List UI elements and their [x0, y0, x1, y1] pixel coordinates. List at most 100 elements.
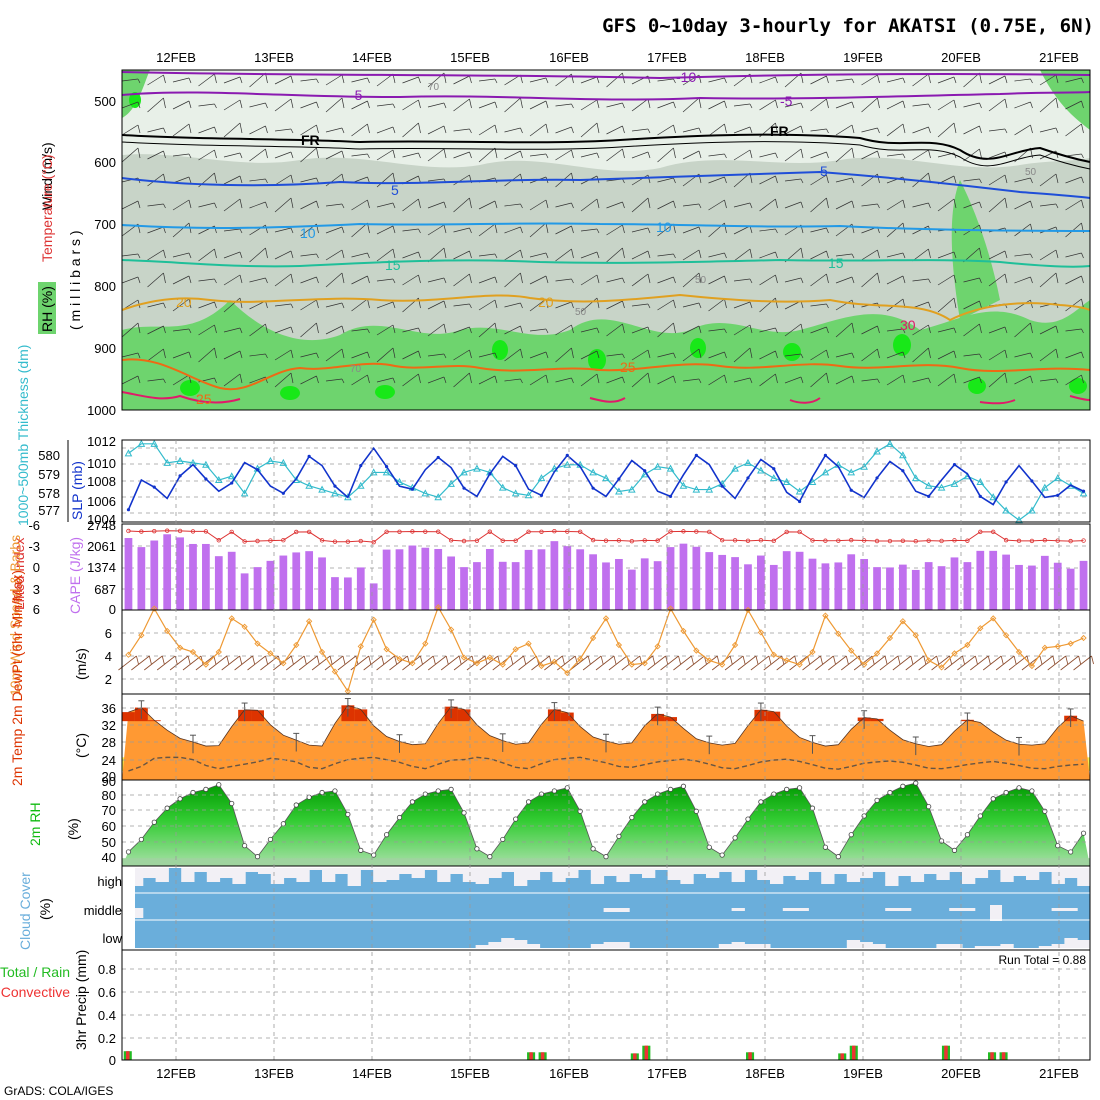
upper-wind-barb [147, 173, 164, 187]
upper-wind-barb-flag [494, 322, 498, 334]
wind-speed-point [460, 654, 468, 661]
cloud-high-gap [821, 868, 835, 884]
thickness-tick: 579 [38, 467, 60, 482]
upper-wind-barb [172, 275, 190, 285]
wind-speed-point [1080, 634, 1087, 642]
cape-bar [1053, 562, 1062, 610]
cape-panel: -6 -3 0 3 6 2748 2061 1374 687 0 Lifted … [11, 518, 1091, 617]
upper-wind-barb-flag [622, 102, 625, 109]
upper-wind-barb-flag [418, 373, 421, 384]
upper-wind-barb-flag [520, 378, 523, 384]
cloud-high-gap [373, 868, 387, 882]
upper-wind-barb [172, 351, 190, 359]
rh-point [938, 838, 945, 844]
upper-wind-barb-flag [851, 276, 855, 284]
lifted-index-point [823, 538, 828, 543]
upper-wind-barb-flag [494, 200, 498, 209]
cape-bar [679, 543, 688, 610]
upper-wind-barb [606, 102, 623, 108]
precip-total-legend: Total / Rain [0, 964, 70, 980]
upper-wind-barb [504, 97, 521, 113]
upper-wind-barb-flag [290, 250, 294, 259]
lifted-index-point [255, 538, 260, 544]
upper-wind-barb [402, 198, 419, 212]
wind-speed-point [783, 657, 790, 664]
upper-wind-barb [172, 77, 190, 83]
upper-wind-barb [427, 224, 445, 236]
cloud-high-gap [795, 868, 809, 880]
temp-grid [122, 707, 1090, 761]
lifted-index-point [164, 528, 170, 533]
upper-wind-barb-flag [290, 98, 294, 109]
upper-wind-barb-flag [520, 325, 523, 334]
cape-bar [460, 567, 468, 610]
upper-wind-barb-flag [979, 102, 982, 109]
slp-point [462, 486, 466, 490]
upper-wind-barb [198, 73, 215, 87]
slp-point [230, 481, 234, 485]
upper-wind-barb-flag [1030, 322, 1033, 334]
upper-wind-barb-flag [1004, 273, 1008, 284]
upper-wind-barb-flag [749, 126, 753, 134]
cape-bar [1066, 568, 1075, 610]
wind-speed-point [422, 640, 429, 647]
upper-wind-barb [147, 378, 164, 382]
upper-wind-barb-flag [749, 324, 753, 334]
upper-wind-barb [682, 302, 700, 308]
surface-wind-barb-flag [794, 655, 798, 665]
upper-wind-barb-flag [469, 349, 472, 359]
cloud-high-gap [437, 868, 451, 882]
upper-wind-barb [121, 253, 139, 257]
lifted-index-point [965, 538, 970, 543]
rh-shading [122, 70, 1090, 410]
cloud-high-gap [411, 868, 425, 878]
temp-hot-cell [767, 711, 781, 722]
upper-wind-barb [376, 126, 394, 134]
upper-wind-barb-flag [290, 174, 294, 184]
upper-wind-barb-flag [341, 203, 345, 209]
upper-wind-barb-flag [545, 351, 549, 359]
cloud-high-gap [1000, 868, 1014, 882]
upper-wind-barb-flag [469, 128, 472, 134]
upper-wind-barb [325, 173, 343, 187]
surface-wind-barb-flag [445, 655, 449, 665]
cloud-high-gap [603, 868, 617, 876]
upper-wind-barb-flag [163, 127, 166, 134]
cloud-high-gap [386, 868, 400, 880]
upper-wind-barb [376, 278, 394, 282]
upper-wind-barb [963, 353, 980, 357]
slp-point [307, 454, 311, 458]
surface-wind-barb-flag [329, 655, 333, 665]
rh-point [551, 788, 557, 794]
slp-point [281, 491, 285, 495]
upper-wind-barb-flag [239, 76, 243, 84]
cape-bar [318, 557, 326, 610]
upper-wind-barb-flag [392, 172, 396, 184]
upper-wind-barb [478, 352, 496, 358]
upper-wind-barb-flag [392, 202, 396, 209]
cloud-middle-gap [1051, 908, 1065, 911]
thickness-series [124, 439, 1088, 524]
cloud-high-gap [283, 868, 297, 878]
upper-wind-barb [453, 372, 470, 388]
upper-wind-barb [453, 98, 470, 112]
upper-wind-barb [682, 249, 700, 261]
upper-wind-barb [988, 128, 1006, 132]
upper-wind-barb-flag [622, 277, 625, 284]
slp-point [772, 467, 776, 471]
upper-wind-barb-flag [1081, 298, 1084, 309]
upper-wind-barb-flag [290, 151, 294, 159]
rh-contour-label: 70 [428, 82, 440, 93]
slp-point [901, 469, 905, 473]
wind-speed-point [964, 641, 971, 649]
upper-wind-barb-flag [1004, 174, 1008, 184]
bottom-date-label: 15FEB [450, 1066, 490, 1081]
cape-bar [447, 556, 455, 610]
upper-wind-barb [147, 348, 164, 362]
upper-wind-barb [478, 223, 496, 237]
upper-wind-barb-flag [494, 299, 498, 309]
rh-point [164, 805, 170, 811]
upper-wind-barb-flag [571, 248, 574, 259]
temp-hot-cell [870, 718, 884, 722]
upper-wind-barb-flag [469, 197, 472, 209]
